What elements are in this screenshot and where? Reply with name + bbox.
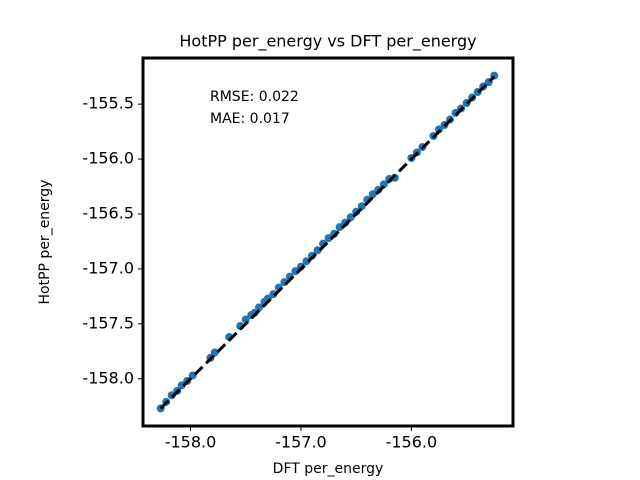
point [313,246,322,255]
x-tick-label: -157.0 [275,433,327,452]
y-tick-label: -157.0 [82,258,134,277]
y-tick-label: -158.0 [82,368,134,387]
point [302,257,311,266]
x-axis-label: DFT per_energy [273,461,384,477]
point [210,348,219,357]
annotation: RMSE: 0.022 [210,89,299,105]
x-tick-label: -156.0 [386,433,438,452]
point [324,234,333,243]
point [177,381,186,390]
chart-title: HotPP per_energy vs DFT per_energy [179,32,476,52]
y-axis-label: HotPP per_energy [37,180,53,305]
annotation: MAE: 0.017 [210,111,290,127]
y-tick-label: -156.0 [82,149,134,168]
y-tick-label: -157.5 [82,313,134,332]
point [346,213,355,222]
y-tick-label: -155.5 [82,94,134,113]
point [241,315,250,324]
point [368,190,377,199]
point [335,223,344,232]
y-tick-label: -156.5 [82,203,134,222]
plot-frame [141,56,515,428]
point [254,303,263,312]
x-tick-label: -158.0 [165,433,217,452]
point [379,180,388,189]
identity-line [159,75,496,410]
point [357,202,366,211]
